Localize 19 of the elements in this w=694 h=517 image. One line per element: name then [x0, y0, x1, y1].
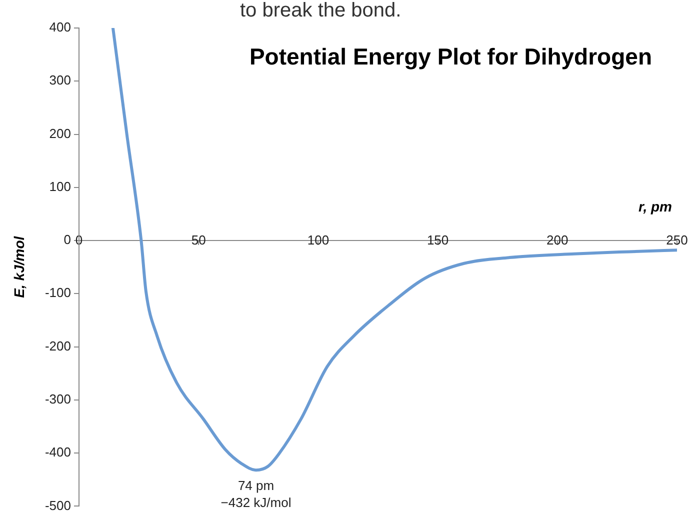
text: Potential Energy Plot for Dihydrogen: [249, 43, 652, 70]
y-tick-label: 300: [49, 72, 71, 88]
x-axis-title: r, pm: [638, 198, 672, 214]
y-tick-label: 200: [49, 126, 71, 141]
y-tick-label: -100: [44, 285, 71, 300]
x-tick-label: 100: [307, 232, 330, 248]
x-tick-label: 200: [546, 232, 568, 248]
x-tick-label: 150: [426, 232, 449, 248]
y-axis-title: E, kJ/mol: [10, 235, 27, 298]
text: to break the bond.: [240, 0, 402, 22]
x-tick-label: 50: [191, 232, 206, 248]
y-tick-label: -300: [44, 392, 71, 407]
y-tick-label: 400: [49, 20, 71, 35]
annotation: 74 pm −432 kJ/mol: [220, 478, 292, 510]
y-tick-label: -200: [44, 338, 71, 354]
x-tick-label: 250: [666, 232, 688, 248]
y-tick-label: -400: [44, 444, 71, 460]
y-tick-label: -500: [44, 498, 71, 513]
y-tick-label: 100: [49, 178, 71, 194]
